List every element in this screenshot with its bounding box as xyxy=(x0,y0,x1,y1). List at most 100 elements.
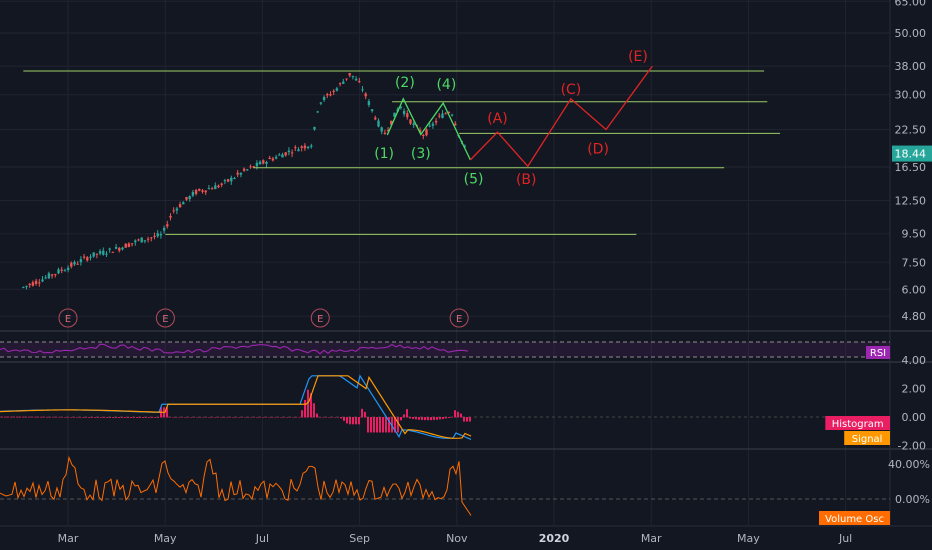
macd-histogram-bar xyxy=(211,417,213,418)
macd-histogram-bar xyxy=(43,416,45,418)
candle-body xyxy=(262,160,265,164)
candle-body xyxy=(351,75,355,77)
candle xyxy=(294,145,297,152)
earnings-marker-circle xyxy=(58,308,78,328)
candle xyxy=(268,155,271,160)
candle-body xyxy=(169,215,172,218)
candle xyxy=(108,247,111,253)
candle xyxy=(297,147,300,152)
candle xyxy=(281,152,284,158)
candle xyxy=(345,78,348,81)
candle xyxy=(89,254,92,261)
candle xyxy=(233,176,236,180)
candle-body xyxy=(300,146,303,148)
candle xyxy=(182,201,185,205)
candle xyxy=(332,89,335,96)
earnings-marker-label: E xyxy=(162,314,168,325)
candle xyxy=(290,149,294,158)
macd-histogram-bar xyxy=(415,417,417,420)
candle-body xyxy=(268,157,271,159)
candle xyxy=(383,129,387,135)
macd-histogram-bar xyxy=(181,417,183,418)
candle xyxy=(342,78,345,84)
candle xyxy=(246,168,249,171)
candle xyxy=(95,253,99,259)
candle-body xyxy=(25,285,28,287)
candle-body xyxy=(246,169,249,171)
macd-histogram-bar xyxy=(154,417,156,418)
candle-body xyxy=(374,117,377,120)
candle-body xyxy=(210,188,214,190)
macd-histogram-bar xyxy=(178,417,180,418)
time-tick-label: Mar xyxy=(641,532,662,545)
candle-body xyxy=(332,90,335,92)
macd-histogram-bar xyxy=(298,417,300,418)
macd-histogram-bar xyxy=(139,417,141,418)
candle-body xyxy=(220,183,223,185)
macd-histogram-bar xyxy=(142,417,144,418)
candle-body xyxy=(281,154,284,158)
candle-body xyxy=(450,114,454,116)
candle xyxy=(422,133,425,140)
candle xyxy=(402,108,406,117)
candle xyxy=(393,112,396,118)
candle-body xyxy=(172,210,175,212)
macd-histogram-bar xyxy=(271,417,273,418)
candle-body xyxy=(425,129,428,136)
candle xyxy=(310,143,313,149)
candle-body xyxy=(31,282,35,286)
macd-panel xyxy=(0,374,890,440)
time-tick-label: May xyxy=(154,532,177,545)
candle xyxy=(374,115,377,121)
macd-histogram-bar xyxy=(118,417,120,418)
macd-histogram-bar xyxy=(424,417,426,421)
price-tick-label: 6.00 xyxy=(902,283,927,296)
candle xyxy=(226,178,230,183)
candle xyxy=(354,76,358,81)
candle xyxy=(38,279,41,287)
macd-histogram-bar xyxy=(247,417,249,418)
earnings-marker-label: E xyxy=(456,314,462,325)
macd-histogram-bar xyxy=(448,417,450,418)
candle-body xyxy=(118,247,121,251)
candle-body xyxy=(57,269,60,274)
macd-histogram-bar xyxy=(349,417,351,425)
macd-histogram-bar xyxy=(445,417,447,419)
candle xyxy=(316,110,319,113)
earnings-marker: E xyxy=(58,308,78,328)
candle xyxy=(79,256,83,266)
candle-body xyxy=(319,102,323,104)
candle xyxy=(198,188,201,192)
macd-histogram-bar xyxy=(340,417,342,419)
macd-histogram-bar xyxy=(82,417,84,418)
candle xyxy=(28,282,31,288)
macd-histogram-bar xyxy=(187,417,189,418)
macd-histogram-bar xyxy=(37,416,39,418)
candle-body xyxy=(358,81,361,83)
corrective-wave: (A) (B) (C) (D) (E) xyxy=(469,49,653,188)
candle xyxy=(326,92,329,99)
candle-body xyxy=(207,188,211,190)
candle-body xyxy=(412,123,415,126)
macd-histogram-bar xyxy=(250,417,252,418)
macd-histogram-bar xyxy=(46,416,48,418)
volume-osc-legend-box xyxy=(819,511,890,525)
earnings-marker-circle xyxy=(155,308,175,328)
candle xyxy=(111,251,115,253)
rsi-panel xyxy=(0,341,890,358)
candle xyxy=(214,182,217,190)
candle-body xyxy=(111,251,115,253)
macd-histogram-bar xyxy=(301,410,303,418)
macd-histogram-bar xyxy=(136,417,138,418)
candle-body xyxy=(386,129,390,131)
candle-body xyxy=(153,235,156,237)
candle-body xyxy=(198,188,201,191)
candle-body xyxy=(105,253,108,255)
candle xyxy=(143,240,147,244)
candle xyxy=(380,126,383,135)
candle-body xyxy=(348,73,351,76)
candle-body xyxy=(431,123,435,126)
